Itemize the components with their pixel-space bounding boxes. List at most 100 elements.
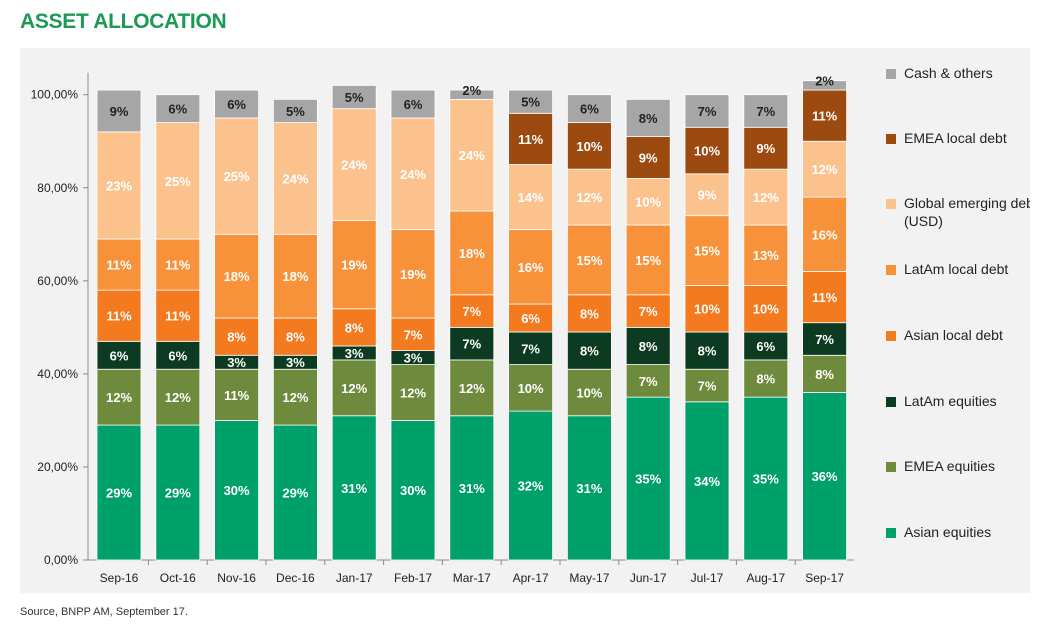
data-label: 7%: [639, 304, 658, 319]
data-label: 8%: [639, 339, 658, 354]
bar-segment-cash-others: [214, 89, 260, 119]
bar-segment-latam-equities: [96, 340, 142, 370]
data-label: 12%: [753, 190, 779, 205]
bar-segment-asian-local-debt: [331, 308, 377, 347]
data-label: 11%: [224, 388, 250, 403]
bar-segment-latam-equities: [743, 331, 789, 361]
bar-segment-emea-local-debt: [743, 126, 789, 170]
bar-segment-asian-equities: [508, 410, 554, 561]
data-label: 15%: [694, 244, 720, 259]
data-label: 7%: [462, 304, 481, 319]
data-label: 8%: [286, 330, 305, 345]
legend-label-latam-equities: LatAm equities: [904, 393, 997, 409]
data-label: 11%: [165, 309, 191, 324]
bar-segment-asian-local-debt: [155, 289, 201, 342]
bar-segment-global-emerging-debt-usd: [567, 168, 612, 226]
data-label: 6%: [756, 339, 775, 354]
data-label: 18%: [459, 246, 485, 261]
bar-segment-cash-others: [684, 94, 730, 128]
data-label: 8%: [815, 367, 834, 382]
data-label: 24%: [282, 171, 308, 186]
legend-label-asian-equities: Asian equities: [904, 524, 991, 540]
bar-segment-latam-local-debt: [508, 229, 554, 305]
data-label: 34%: [694, 474, 720, 489]
data-label: 6%: [521, 311, 540, 326]
data-label: 12%: [576, 190, 602, 205]
bar-segment-global-emerging-debt-usd: [743, 168, 789, 226]
data-label: 11%: [165, 258, 191, 273]
bar-segment-emea-equities: [508, 364, 554, 412]
bar-segment-emea-equities: [449, 359, 495, 417]
bar-segment-emea-equities: [96, 368, 142, 426]
bar-segment-asian-local-debt: [508, 303, 554, 333]
bar-segment-asian-local-debt: [214, 317, 260, 356]
data-label: 9%: [639, 151, 658, 166]
bar-segment-latam-local-debt: [567, 224, 612, 296]
data-label: 6%: [227, 97, 246, 112]
bar-segment-emea-equities: [390, 364, 436, 421]
bar-segment-latam-local-debt: [272, 233, 318, 319]
data-label: 2%: [462, 83, 481, 98]
legend-swatch-asian-local-debt: [886, 331, 896, 341]
bar-segment-emea-equities: [743, 359, 789, 398]
bar-segment-emea-local-debt: [625, 136, 671, 179]
data-label: 7%: [698, 379, 717, 394]
data-label: 36%: [812, 469, 838, 484]
bar-segment-latam-local-debt: [684, 215, 730, 286]
bar-segment-asian-equities: [625, 396, 671, 561]
bar-segment-asian-equities: [802, 392, 847, 561]
bar-segment-cash-others: [96, 89, 142, 133]
data-label: 7%: [756, 104, 775, 119]
bar-segment-emea-equities: [625, 364, 671, 398]
bar-segment-latam-local-debt: [625, 224, 671, 296]
data-label: 7%: [404, 327, 423, 342]
data-label: 25%: [224, 169, 250, 184]
data-label: 7%: [815, 332, 834, 347]
data-label: 9%: [756, 141, 775, 156]
data-label: 7%: [698, 104, 717, 119]
legend-swatch-cash-others: [886, 69, 896, 79]
bar-segment-latam-equities: [625, 326, 671, 365]
data-label: 19%: [400, 267, 426, 282]
bar-segment-cash-others: [390, 89, 436, 119]
data-label: 11%: [518, 132, 544, 147]
bar-segment-asian-equities: [96, 424, 142, 561]
data-label: 31%: [341, 481, 367, 496]
legend-swatch-global-emerging-debt-usd: [886, 199, 896, 209]
data-label: 7%: [462, 337, 481, 352]
bar-segment-global-emerging-debt-usd: [508, 164, 554, 231]
data-label: 2%: [815, 74, 834, 89]
data-label: 10%: [576, 385, 602, 400]
bar-segment-cash-others: [272, 98, 318, 124]
bar-segment-emea-equities: [802, 354, 847, 393]
data-label: 12%: [165, 390, 191, 405]
bar-segment-latam-local-debt: [214, 233, 260, 319]
bar-segment-asian-local-debt: [802, 271, 847, 324]
data-label: 6%: [110, 348, 129, 363]
y-tick-label: 100,00%: [31, 88, 79, 102]
y-tick-label: 20,00%: [37, 460, 78, 474]
bar-segment-global-emerging-debt-usd: [390, 117, 436, 231]
stacked-bar-chart: 0,00% 20,00% 40,00% 60,00% 80,00% 100,00% Sep-…: [31, 65, 1030, 585]
data-label: 11%: [812, 109, 838, 124]
bar-segment-asian-local-debt: [567, 294, 612, 333]
legend-swatch-latam-equities: [886, 397, 896, 407]
bar-segment-cash-others: [449, 89, 495, 100]
bar-segment-global-emerging-debt-usd: [214, 117, 260, 235]
data-label: 8%: [345, 320, 364, 335]
bar-segment-asian-equities: [331, 415, 377, 561]
x-tick-label: May-17: [569, 571, 609, 585]
data-label: 14%: [518, 190, 544, 205]
bar-segment-latam-local-debt: [331, 219, 377, 310]
x-tick-label: Apr-17: [513, 571, 549, 585]
bar-segment-emea-local-debt: [508, 112, 554, 165]
x-tick-label: Jan-17: [336, 571, 373, 585]
bar-segment-asian-local-debt: [390, 317, 436, 352]
data-label: 31%: [459, 481, 485, 496]
data-label: 5%: [345, 90, 364, 105]
data-label: 15%: [576, 253, 602, 268]
data-label: 35%: [753, 472, 779, 487]
data-label: 10%: [576, 139, 602, 154]
data-label: 8%: [756, 372, 775, 387]
data-label: 29%: [165, 486, 191, 501]
